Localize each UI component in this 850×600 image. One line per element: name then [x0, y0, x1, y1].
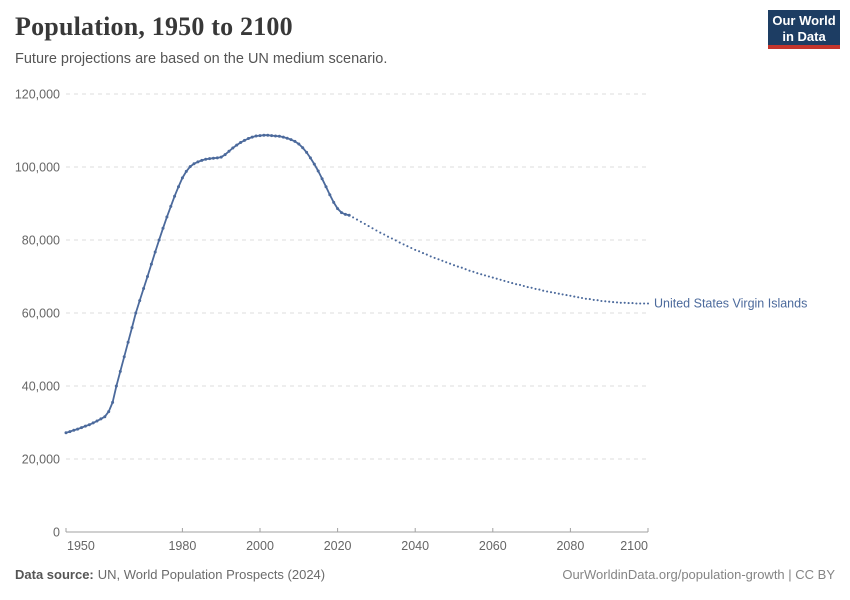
chart-subtitle: Future projections are based on the UN m… [15, 51, 388, 67]
svg-text:2080: 2080 [556, 539, 584, 553]
x-axis: 1950 1980 2000 2020 2040 2060 2080 2100 [65, 528, 649, 553]
svg-text:60,000: 60,000 [22, 306, 60, 320]
license-link[interactable]: OurWorldinData.org/population-growth | C… [562, 567, 835, 582]
svg-text:100,000: 100,000 [15, 160, 60, 174]
y-gridlines [66, 93, 648, 460]
owid-logo-line1: Our World [772, 13, 836, 28]
data-source-text: UN, World Population Prospects (2024) [97, 567, 326, 582]
y-axis-labels: 0 20,000 40,000 60,000 80,000 100,000 120,000 [15, 87, 60, 539]
chart-title: Population, 1950 to 2100 [15, 12, 293, 41]
svg-text:40,000: 40,000 [22, 379, 60, 393]
svg-text:2020: 2020 [324, 539, 352, 553]
owid-logo-line2: in Data [782, 29, 826, 44]
svg-text:2000: 2000 [246, 539, 274, 553]
svg-text:2040: 2040 [401, 539, 429, 553]
data-source: Data source: UN, World Population Prospec… [15, 567, 325, 582]
svg-text:1950: 1950 [67, 539, 95, 553]
svg-text:2060: 2060 [479, 539, 507, 553]
chart-footer: Data source: UN, World Population Prospec… [15, 567, 835, 582]
data-source-label: Data source: [15, 567, 94, 582]
svg-text:0: 0 [53, 525, 60, 539]
svg-text:120,000: 120,000 [15, 87, 60, 101]
svg-text:2100: 2100 [620, 539, 648, 553]
svg-text:20,000: 20,000 [22, 452, 60, 466]
series-dots-projection[interactable] [352, 216, 650, 305]
svg-text:1980: 1980 [168, 539, 196, 553]
svg-text:80,000: 80,000 [22, 233, 60, 247]
entity-label[interactable]: United States Virgin Islands [654, 297, 807, 311]
owid-logo[interactable]: Our World in Data [768, 10, 840, 49]
series-line-observed[interactable] [64, 133, 351, 435]
